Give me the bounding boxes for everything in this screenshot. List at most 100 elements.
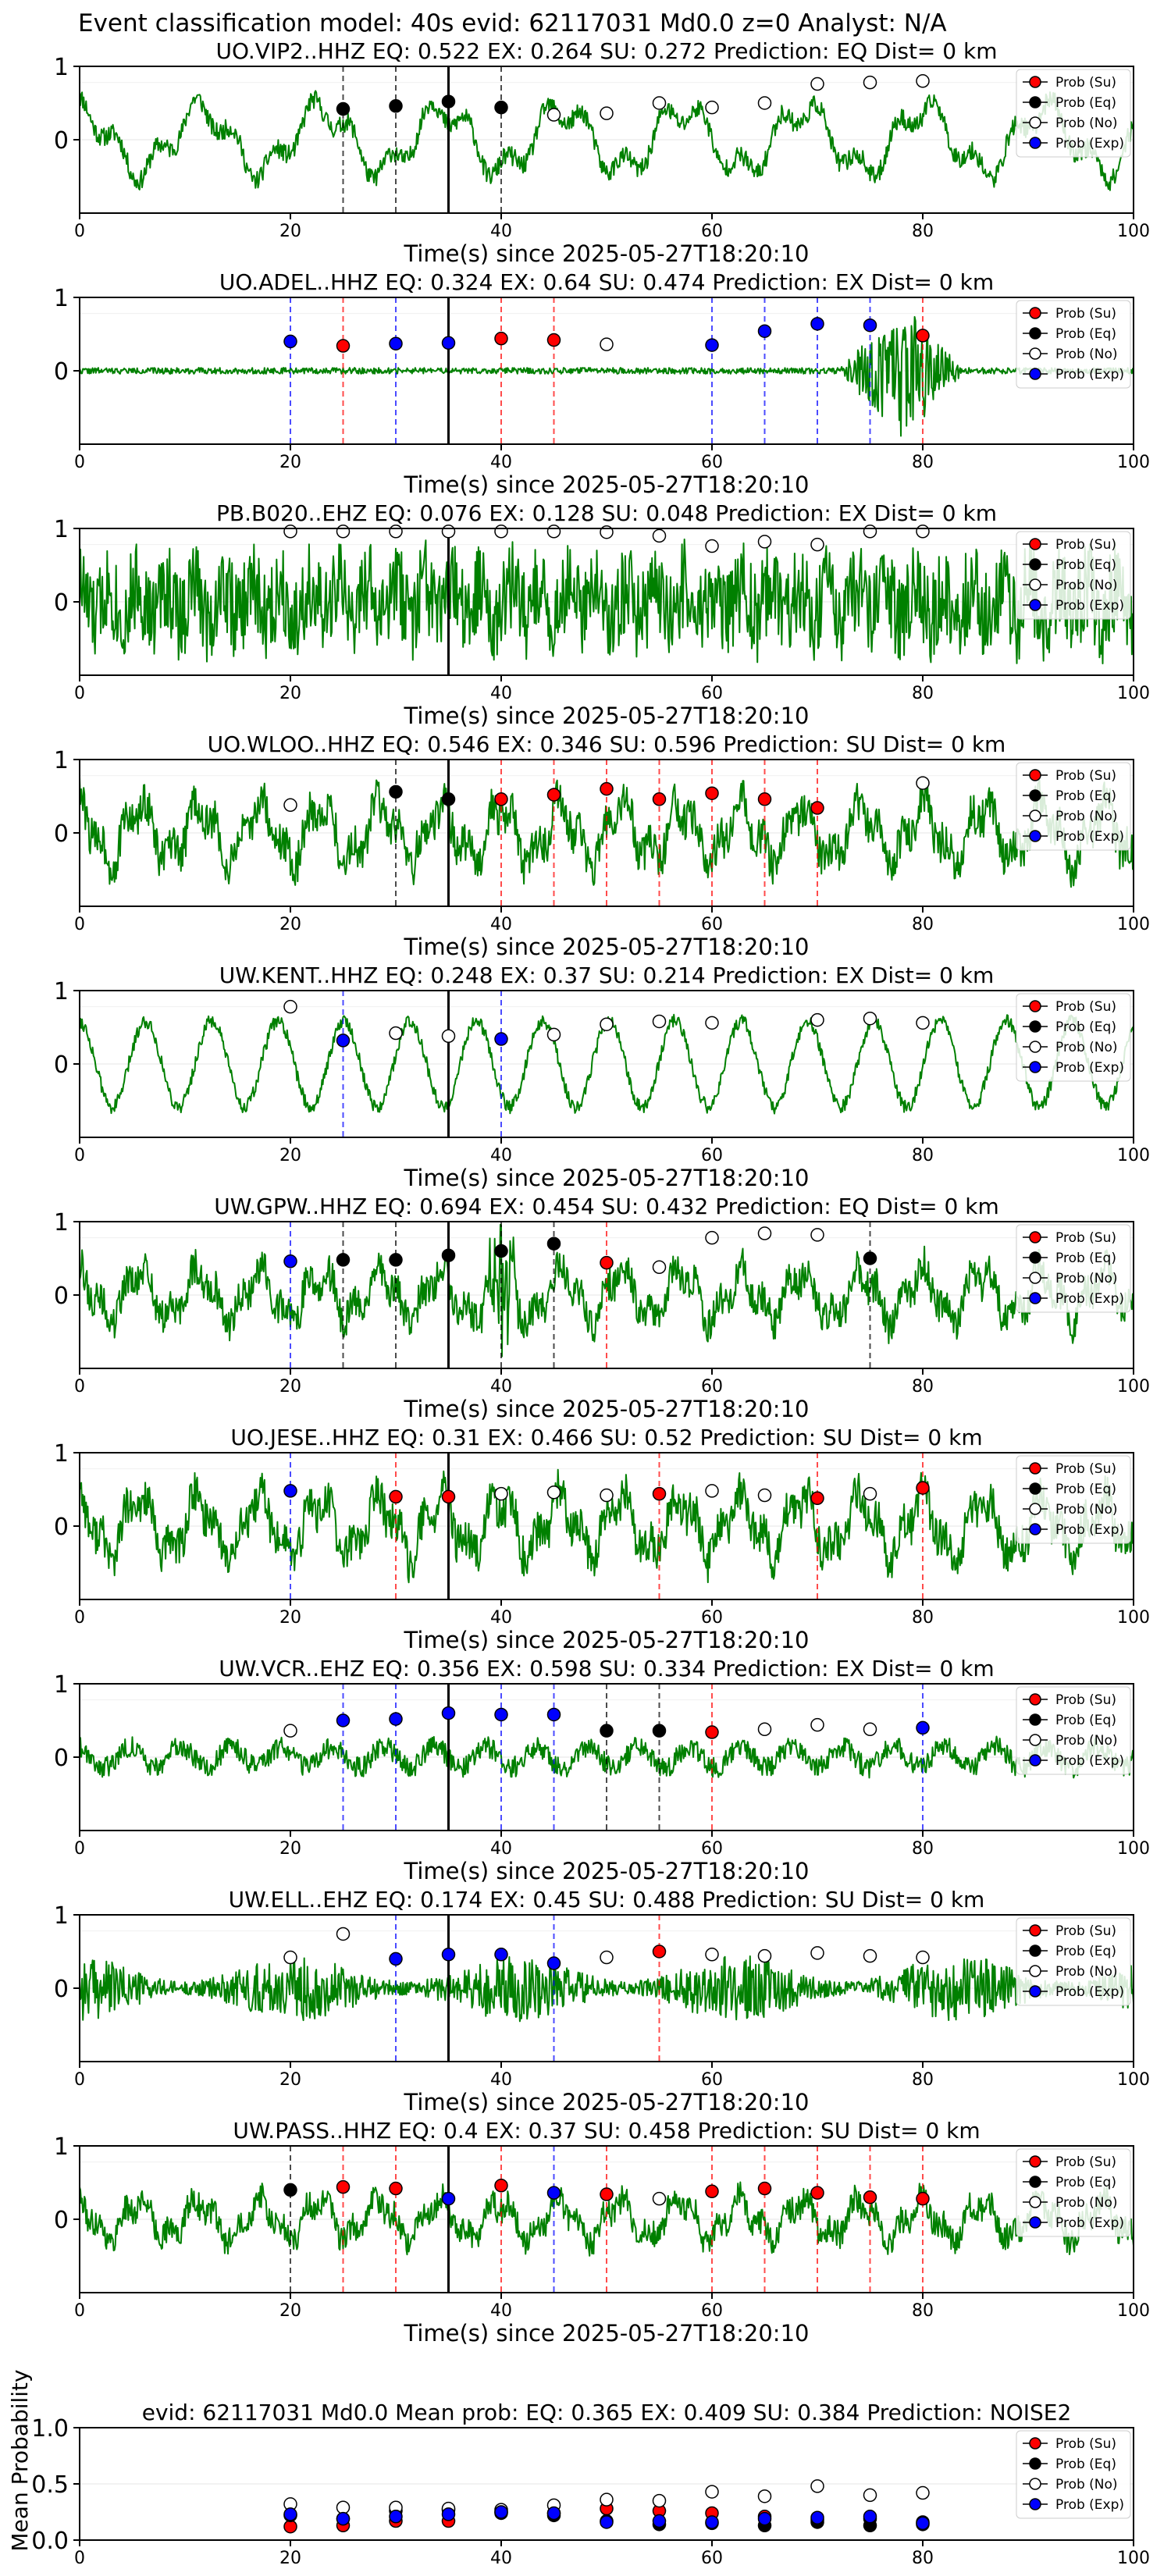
x-tick-label: 60 (701, 1608, 723, 1628)
prob-marker-su (546, 788, 561, 802)
prob-marker-eq (389, 99, 403, 113)
x-tick-label: 20 (279, 684, 301, 703)
legend-box (1016, 762, 1131, 851)
prob-marker-no (705, 539, 719, 553)
legend-label: Prob (No) (1055, 347, 1118, 362)
legend-marker-exp (1029, 1061, 1041, 1073)
legend-marker-eq (1029, 1482, 1041, 1495)
prob-marker-no (652, 1014, 667, 1029)
x-tick-label: 20 (279, 1146, 301, 1165)
prob-marker-exp (494, 1948, 508, 1962)
legend: Prob (Su) Prob (Eq) Prob (No) Prob (Exp) (1016, 762, 1131, 851)
prob-marker-no (863, 2488, 877, 2503)
legend-marker-eq (1029, 789, 1041, 802)
legend-label: Prob (Su) (1055, 1461, 1116, 1477)
y-tick-label: 0 (54, 1976, 69, 2003)
legend-label: Prob (No) (1055, 1502, 1118, 1517)
x-tick-label: 40 (490, 1608, 512, 1628)
x-axis-label: Time(s) since 2025-05-27T18:20:10 (404, 471, 810, 498)
prob-marker-exp (494, 2505, 508, 2519)
prob-marker-no (441, 525, 456, 539)
prob-marker-no (705, 1484, 719, 1498)
prob-marker-exp (441, 1948, 456, 1962)
prob-marker-su (494, 331, 508, 346)
prob-marker-no (916, 74, 930, 88)
prob-marker-su (810, 2186, 824, 2200)
y-tick-label: 1 (54, 1902, 69, 1930)
prob-marker-no (916, 525, 930, 539)
prob-marker-no (916, 776, 930, 790)
legend-label: Prob (Su) (1055, 768, 1116, 784)
y-tick-label: 0 (54, 589, 69, 617)
prob-marker-exp (757, 324, 772, 338)
x-tick-label: 100 (1117, 453, 1150, 472)
waveform-trace (79, 1954, 1134, 2023)
prob-marker-exp (283, 1484, 297, 1498)
prob-marker-su (863, 2190, 877, 2204)
legend-label: Prob (Eq) (1055, 1019, 1116, 1035)
x-axis-label: Time(s) since 2025-05-27T18:20:10 (404, 2089, 810, 2115)
x-tick-label: 40 (490, 1377, 512, 1397)
legend-label: Prob (No) (1055, 1964, 1118, 1980)
x-tick-label: 40 (490, 453, 512, 472)
prob-marker-eq (441, 94, 456, 109)
prob-marker-no (810, 2479, 824, 2493)
legend-box (1016, 300, 1131, 389)
prob-marker-no (600, 337, 614, 351)
prob-marker-su (916, 1481, 930, 1495)
prob-marker-no (283, 1950, 297, 1965)
prob-marker-exp (441, 1706, 456, 1720)
legend-marker-eq (1029, 1713, 1041, 1726)
legend-label: Prob (Exp) (1055, 598, 1124, 614)
waveform-trace (79, 90, 1134, 191)
x-tick-label: 0 (74, 1608, 85, 1628)
prob-marker-no (652, 528, 667, 543)
panel-title: UO.JESE..HHZ EQ: 0.31 EX: 0.466 SU: 0.52… (230, 1425, 982, 1450)
x-tick-label: 100 (1117, 1146, 1150, 1165)
prob-marker-su (705, 2184, 719, 2199)
legend-label: Prob (Exp) (1055, 1060, 1124, 1076)
legend-label: Prob (Exp) (1055, 2215, 1124, 2231)
prob-marker-no (916, 1016, 930, 1030)
prob-marker-no (546, 108, 561, 122)
prob-marker-no (757, 96, 772, 110)
legend: Prob (Su) Prob (Eq) Prob (No) Prob (Exp) (1016, 69, 1131, 158)
prob-marker-no (705, 100, 719, 115)
legend-marker-exp (1029, 1754, 1041, 1767)
prob-marker-no (283, 798, 297, 813)
prob-marker-no (810, 1717, 824, 1732)
y-tick-label: 1 (54, 747, 69, 774)
x-axis-label: Time(s) since 2025-05-27T18:20:10 (404, 934, 810, 960)
y-tick-label: 1 (54, 54, 69, 81)
legend-marker-su (1029, 1924, 1041, 1937)
x-tick-label: 60 (701, 684, 723, 703)
waveform-trace (79, 1468, 1134, 1584)
legend-label: Prob (Su) (1055, 306, 1116, 322)
prob-marker-exp (916, 2516, 930, 2531)
prob-marker-exp (810, 317, 824, 331)
station-panel: UO.WLOO..HHZ EQ: 0.546 EX: 0.346 SU: 0.5… (54, 731, 1150, 960)
x-tick-label: 20 (279, 2070, 301, 2090)
prob-marker-eq (494, 1244, 508, 1258)
legend-label: Prob (Su) (1055, 1923, 1116, 1939)
prob-marker-no (283, 999, 297, 1014)
legend-marker-no (1029, 578, 1041, 591)
legend: Prob (Su) Prob (Eq) Prob (No) Prob (Exp) (1016, 300, 1131, 389)
prob-marker-no (283, 525, 297, 539)
panel-title: UO.WLOO..HHZ EQ: 0.546 EX: 0.346 SU: 0.5… (208, 731, 1006, 757)
prob-marker-no (863, 1722, 877, 1737)
panel-title: evid: 62117031 Md0.0 Mean prob: EQ: 0.36… (142, 2400, 1072, 2425)
x-tick-label: 0 (74, 2070, 85, 2090)
legend: Prob (Su) Prob (Eq) Prob (No) Prob (Exp) (1016, 1224, 1131, 1313)
x-tick-label: 80 (912, 453, 934, 472)
x-tick-label: 100 (1117, 2549, 1150, 2568)
x-tick-label: 60 (701, 915, 723, 934)
y-tick-label: 0 (54, 1283, 69, 1310)
x-tick-label: 80 (912, 222, 934, 241)
x-axis-label: Time(s) since 2025-05-27T18:20:10 (404, 1627, 810, 1653)
prob-marker-exp (441, 336, 456, 350)
x-tick-label: 0 (74, 684, 85, 703)
legend-marker-eq (1029, 1251, 1041, 1264)
prob-marker-no (757, 1226, 772, 1240)
x-tick-label: 60 (701, 2549, 723, 2568)
